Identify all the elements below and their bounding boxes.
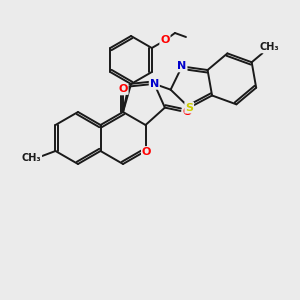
Text: O: O	[160, 35, 170, 45]
Text: CH₃: CH₃	[22, 153, 41, 163]
Text: CH₃: CH₃	[260, 43, 279, 52]
Text: O: O	[118, 84, 128, 94]
Text: N: N	[150, 79, 159, 89]
Text: N: N	[177, 61, 187, 71]
Text: O: O	[142, 147, 151, 157]
Text: O: O	[183, 107, 192, 117]
Text: S: S	[185, 103, 193, 112]
